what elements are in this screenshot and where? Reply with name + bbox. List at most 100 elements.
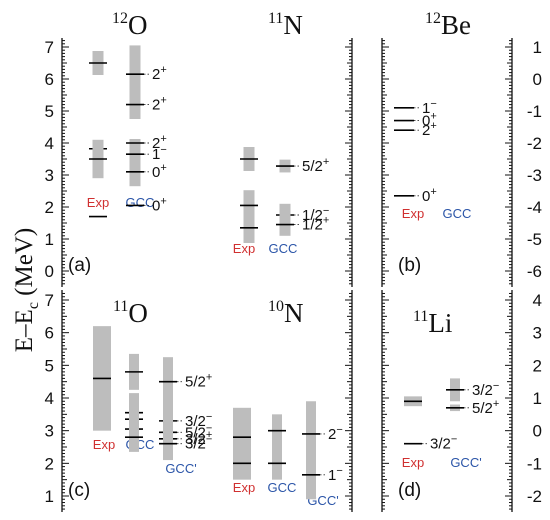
parity-superscript: − [206, 422, 212, 434]
nucleus-symbol: O [128, 10, 148, 40]
left-tick-label: 7 [45, 291, 54, 310]
spin-parity-label: 3/2− [185, 434, 212, 453]
nucleus-title: 11O [113, 298, 148, 328]
left-tick-label: 4 [45, 389, 54, 408]
parity-superscript: − [323, 205, 329, 217]
column-label: Exp [402, 455, 424, 470]
parity-superscript: + [323, 215, 329, 227]
y-axis-title-sub: c [25, 302, 42, 309]
nucleus-title: 10N [268, 298, 304, 328]
column-label: GCC [268, 480, 297, 495]
nucleus-mass: 11 [113, 298, 128, 315]
spin-parity-label: 3/2− [472, 380, 499, 399]
left-tick-label: 5 [45, 102, 54, 121]
right-tick-label: 4 [533, 291, 542, 310]
left-tick-label: 6 [45, 70, 54, 89]
right-tick-label: 1 [533, 389, 542, 408]
right-tick-label: -1 [527, 454, 542, 473]
spin-parity-label: 0+ [152, 195, 167, 214]
parity-superscript: − [206, 411, 212, 423]
parity-superscript: + [206, 372, 212, 384]
column-label: Exp [233, 480, 255, 495]
parity-superscript: + [430, 111, 436, 123]
spin-parity-label: 1− [328, 465, 343, 484]
spin-parity-label: 5/2+ [302, 156, 329, 175]
parity-superscript: − [336, 465, 342, 477]
left-tick-label: 5 [45, 356, 54, 375]
left-tick-label: 7 [45, 38, 54, 57]
nucleus-title: 11Li [413, 308, 452, 338]
spin-parity-label: 1/2− [302, 205, 329, 224]
left-tick-label: 2 [45, 198, 54, 217]
y-axis-title: E–Ec (MeV) [11, 228, 42, 352]
nucleus-mass: 11 [268, 10, 283, 27]
left-tick-label: 0 [45, 262, 54, 281]
spin-parity-label: 5/2+ [472, 398, 499, 417]
nucleus-mass: 11 [413, 308, 428, 325]
right-tick-label: 3 [533, 324, 542, 343]
panel-tag: (c) [68, 480, 90, 501]
spin-parity-label: 1/2+ [302, 215, 329, 234]
nucleus-symbol: O [128, 298, 148, 328]
parity-superscript: + [430, 120, 436, 132]
spin-parity-label: 3/2+ [185, 429, 212, 448]
column-label: GCC' [165, 461, 196, 476]
spin-parity-label: 3/2− [430, 434, 457, 453]
left-tick-label: 3 [45, 422, 54, 441]
parity-superscript: − [336, 424, 342, 436]
column-label: Exp [93, 437, 115, 452]
parity-superscript: − [206, 434, 212, 446]
spin-parity-label: 3/2− [185, 411, 212, 430]
right-tick-label: 0 [533, 422, 542, 441]
panel-tag: (a) [68, 255, 91, 276]
spin-parity-label: 5/2+ [185, 372, 212, 391]
column-label: Exp [233, 241, 255, 256]
left-tick-label: 2 [45, 454, 54, 473]
nucleus-title: 11N [268, 10, 303, 40]
column-label: GCC' [450, 455, 481, 470]
parity-superscript: − [451, 434, 457, 446]
spin-parity-label: 2− [328, 424, 343, 443]
left-tick-label: 3 [45, 166, 54, 185]
right-tick-label: -2 [527, 487, 542, 506]
parity-superscript: + [323, 156, 329, 168]
left-tick-label: 6 [45, 324, 54, 343]
parity-superscript: + [160, 195, 166, 207]
column-label: GCC [443, 206, 472, 221]
spin-parity-label: 2+ [152, 64, 167, 83]
spin-parity-label: 0+ [422, 186, 437, 205]
parity-superscript: + [493, 398, 499, 410]
panel-tag: (b) [398, 255, 421, 276]
nucleus-title: 12Be [425, 10, 471, 40]
spin-parity-label: 2+ [152, 95, 167, 114]
nucleus-symbol: Be [441, 10, 471, 40]
left-tick-label: 1 [45, 230, 54, 249]
nucleus-mass: 10 [268, 298, 284, 315]
parity-superscript: + [160, 95, 166, 107]
nucleus-mass: 12 [112, 10, 128, 27]
spin-parity-label: 1− [152, 144, 167, 163]
nucleus-symbol: N [283, 10, 303, 40]
right-tick-label: -5 [527, 230, 542, 249]
nucleus-symbol: Li [428, 308, 452, 338]
parity-superscript: + [206, 429, 212, 441]
y-axis-title-main: E–E [11, 309, 38, 352]
right-tick-label: -4 [527, 198, 542, 217]
column-label: Exp [402, 206, 424, 221]
parity-superscript: + [160, 162, 166, 174]
spin-parity-label: 5/2− [185, 422, 212, 441]
column-label: GCC [269, 241, 298, 256]
spin-parity-label: 2+ [422, 120, 437, 139]
panel-tag: (d) [398, 480, 421, 501]
nucleus-title: 12O [112, 10, 148, 40]
right-tick-label: 0 [533, 70, 542, 89]
parity-superscript: − [493, 380, 499, 392]
parity-superscript: + [430, 186, 436, 198]
parity-superscript: − [160, 144, 166, 156]
left-tick-label: 1 [45, 487, 54, 506]
left-tick-label: 4 [45, 134, 54, 153]
